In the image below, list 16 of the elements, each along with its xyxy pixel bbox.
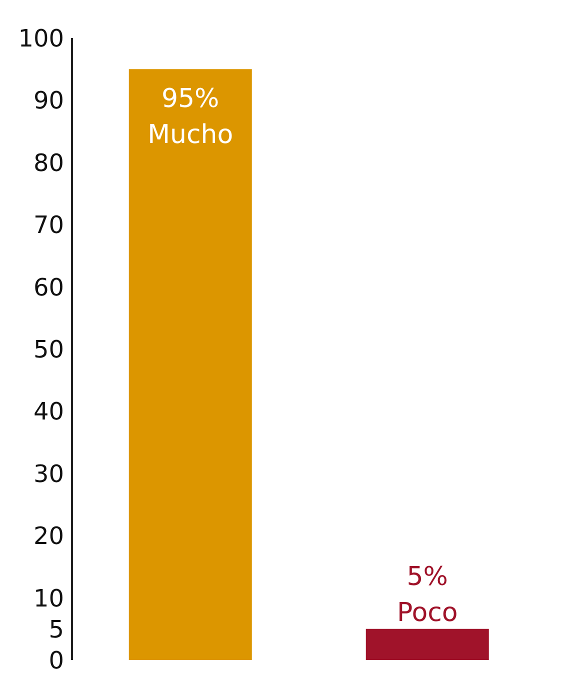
y-tick-label: 70 — [33, 211, 64, 240]
y-tick-label: 40 — [33, 398, 64, 426]
y-tick-label: 20 — [33, 522, 64, 550]
x-tick-label: Poco — [396, 598, 458, 628]
y-tick-label: 5 — [48, 615, 64, 644]
y-tick-label: 50 — [33, 336, 64, 364]
data-label: 5% — [406, 562, 448, 592]
y-tick-label: 60 — [33, 273, 64, 302]
y-tick-label: 0 — [48, 646, 64, 675]
data-label: 95% — [161, 84, 220, 114]
y-tick-label: 10 — [33, 584, 64, 612]
x-tick-label: Mucho — [148, 120, 234, 150]
y-tick-label: 80 — [33, 148, 64, 177]
y-tick-label: 30 — [33, 460, 64, 488]
y-tick-label: 90 — [33, 86, 64, 115]
y-tick-label: 100 — [18, 24, 64, 53]
